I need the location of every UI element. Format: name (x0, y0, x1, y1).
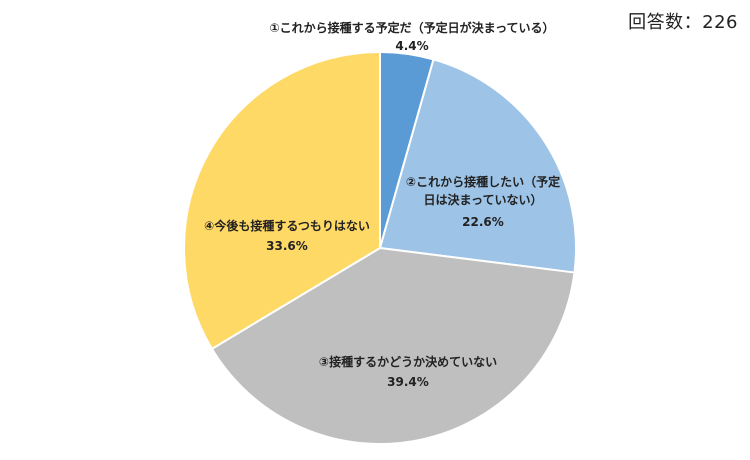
pie-slice-2 (378, 58, 577, 274)
slice-2-label: 日は決まっていない） (424, 192, 543, 207)
slice-2-value: 22.6% (462, 215, 504, 229)
slice-2-label: ②これから接種したい（予定 (406, 174, 560, 189)
slice-1-value: 4.4% (395, 39, 428, 53)
slice-3-label: ③接種するかどうか決めていない (319, 354, 497, 369)
slice-3-value: 39.4% (387, 375, 429, 389)
pie-slice-4 (183, 50, 381, 351)
slice-4-value: 33.6% (266, 239, 308, 253)
slice-4-label: ④今後も接種するつもりはない (204, 218, 370, 233)
pie-slice-3 (210, 246, 576, 445)
response-count-annotation: 回答数：226 (628, 12, 738, 33)
slice-1-label: ①これから接種する予定だ（予定日が決まっている） (269, 20, 554, 35)
